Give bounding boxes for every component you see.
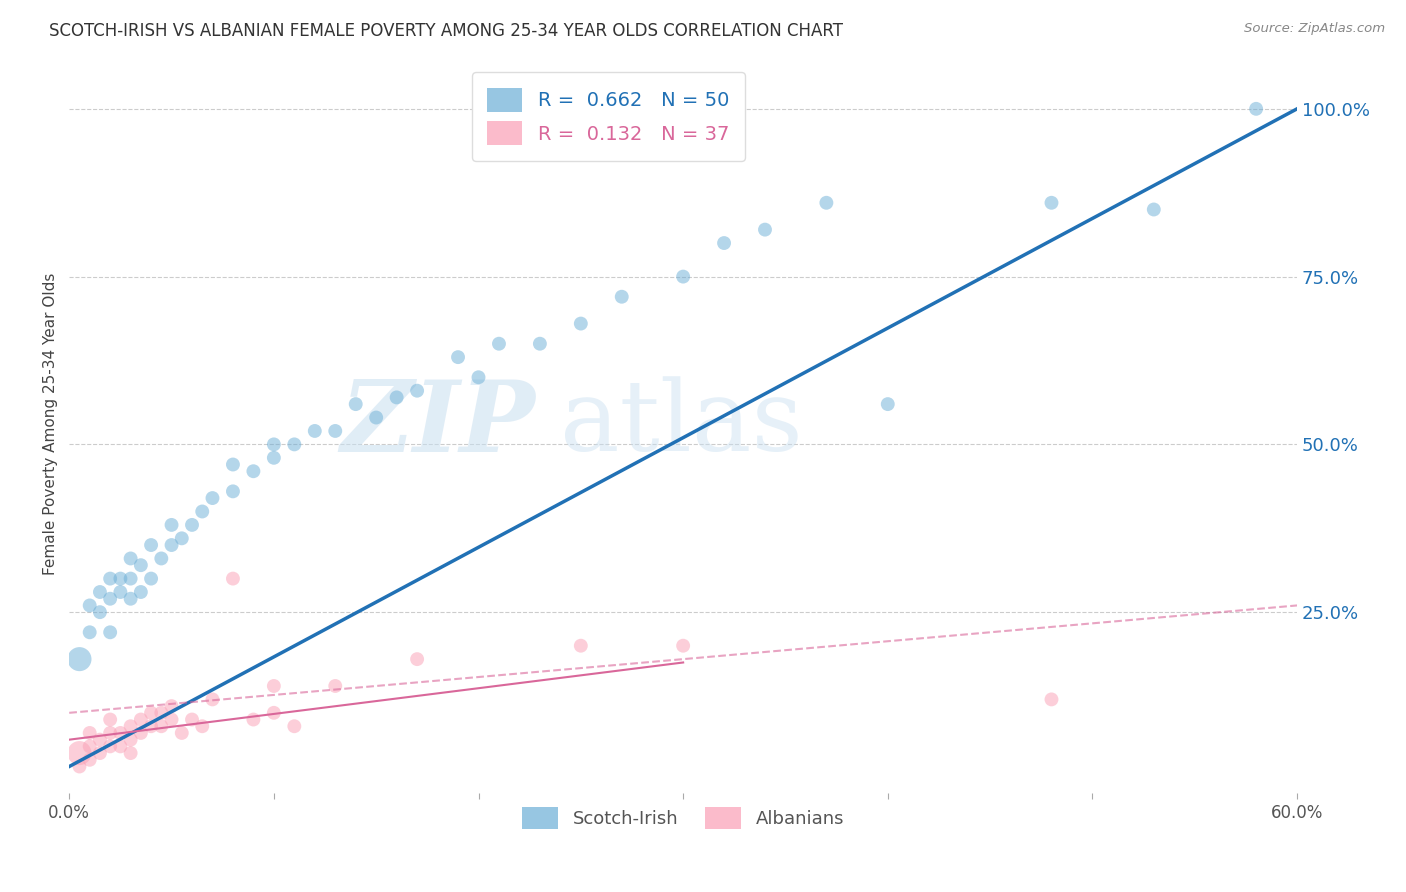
- Point: [79, 739, 101, 754]
- Point: [283, 437, 305, 451]
- Point: [170, 532, 193, 546]
- Point: [304, 424, 326, 438]
- Legend: Scotch-Irish, Albanians: Scotch-Irish, Albanians: [515, 799, 852, 836]
- Point: [242, 713, 264, 727]
- Point: [110, 585, 132, 599]
- Point: [323, 424, 346, 438]
- Point: [98, 739, 121, 754]
- Point: [129, 585, 152, 599]
- Point: [139, 706, 162, 720]
- Point: [672, 269, 695, 284]
- Point: [242, 464, 264, 478]
- Point: [79, 625, 101, 640]
- Point: [120, 732, 142, 747]
- Point: [150, 719, 173, 733]
- Point: [263, 450, 285, 465]
- Point: [406, 384, 429, 398]
- Point: [160, 713, 183, 727]
- Point: [1244, 102, 1267, 116]
- Point: [120, 746, 142, 760]
- Point: [569, 639, 592, 653]
- Point: [98, 625, 121, 640]
- Point: [385, 391, 408, 405]
- Point: [191, 719, 214, 733]
- Point: [323, 679, 346, 693]
- Point: [79, 753, 101, 767]
- Text: Source: ZipAtlas.com: Source: ZipAtlas.com: [1244, 22, 1385, 36]
- Point: [191, 504, 214, 518]
- Point: [610, 290, 633, 304]
- Point: [170, 726, 193, 740]
- Point: [222, 572, 245, 586]
- Point: [1143, 202, 1166, 217]
- Point: [110, 739, 132, 754]
- Point: [89, 746, 111, 760]
- Point: [69, 652, 91, 666]
- Point: [98, 726, 121, 740]
- Point: [98, 572, 121, 586]
- Text: ZIP: ZIP: [340, 376, 536, 473]
- Point: [222, 458, 245, 472]
- Point: [79, 599, 101, 613]
- Point: [201, 692, 224, 706]
- Point: [129, 558, 152, 573]
- Point: [98, 713, 121, 727]
- Point: [129, 713, 152, 727]
- Point: [120, 551, 142, 566]
- Point: [181, 713, 204, 727]
- Point: [467, 370, 489, 384]
- Point: [672, 639, 695, 653]
- Point: [120, 719, 142, 733]
- Point: [120, 591, 142, 606]
- Point: [529, 336, 551, 351]
- Point: [201, 491, 224, 505]
- Point: [98, 591, 121, 606]
- Point: [1040, 692, 1063, 706]
- Text: atlas: atlas: [561, 376, 803, 472]
- Point: [406, 652, 429, 666]
- Point: [283, 719, 305, 733]
- Point: [69, 759, 91, 773]
- Point: [89, 605, 111, 619]
- Point: [366, 410, 388, 425]
- Point: [110, 726, 132, 740]
- Point: [89, 732, 111, 747]
- Point: [120, 572, 142, 586]
- Point: [344, 397, 367, 411]
- Point: [876, 397, 898, 411]
- Point: [181, 517, 204, 532]
- Point: [160, 538, 183, 552]
- Point: [150, 551, 173, 566]
- Point: [815, 195, 838, 210]
- Point: [129, 726, 152, 740]
- Point: [569, 317, 592, 331]
- Point: [488, 336, 510, 351]
- Point: [263, 437, 285, 451]
- Point: [139, 538, 162, 552]
- Point: [160, 517, 183, 532]
- Point: [139, 572, 162, 586]
- Point: [713, 235, 735, 250]
- Point: [69, 746, 91, 760]
- Point: [263, 679, 285, 693]
- Point: [754, 222, 776, 236]
- Text: SCOTCH-IRISH VS ALBANIAN FEMALE POVERTY AMONG 25-34 YEAR OLDS CORRELATION CHART: SCOTCH-IRISH VS ALBANIAN FEMALE POVERTY …: [49, 22, 844, 40]
- Point: [139, 719, 162, 733]
- Point: [447, 350, 470, 364]
- Point: [79, 726, 101, 740]
- Y-axis label: Female Poverty Among 25-34 Year Olds: Female Poverty Among 25-34 Year Olds: [44, 273, 58, 575]
- Point: [89, 585, 111, 599]
- Point: [160, 699, 183, 714]
- Point: [222, 484, 245, 499]
- Point: [110, 572, 132, 586]
- Point: [150, 706, 173, 720]
- Point: [263, 706, 285, 720]
- Point: [1040, 195, 1063, 210]
